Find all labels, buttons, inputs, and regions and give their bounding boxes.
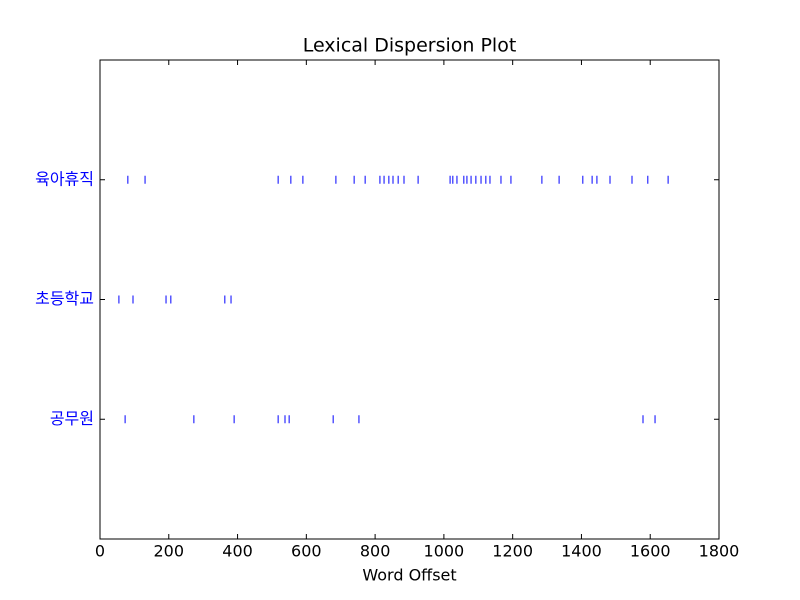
x-tick-label: 200 (154, 542, 185, 561)
x-tick-label: 1400 (561, 542, 602, 561)
x-tick-label: 800 (360, 542, 391, 561)
x-tick-label: 1600 (630, 542, 671, 561)
y-tick-label: 공무원 (50, 409, 94, 428)
chart-title: Lexical Dispersion Plot (303, 35, 517, 57)
x-tick-label: 1200 (492, 542, 533, 561)
x-tick-label: 0 (95, 542, 105, 561)
x-tick-label: 600 (291, 542, 322, 561)
y-tick-label: 초등학교 (35, 289, 94, 308)
x-tick-label: 1000 (424, 542, 465, 561)
y-tick-label: 육아휴직 (35, 169, 94, 188)
x-axis-label: Word Offset (362, 566, 456, 585)
x-tick-label: 400 (222, 542, 253, 561)
x-tick-label: 1800 (699, 542, 740, 561)
